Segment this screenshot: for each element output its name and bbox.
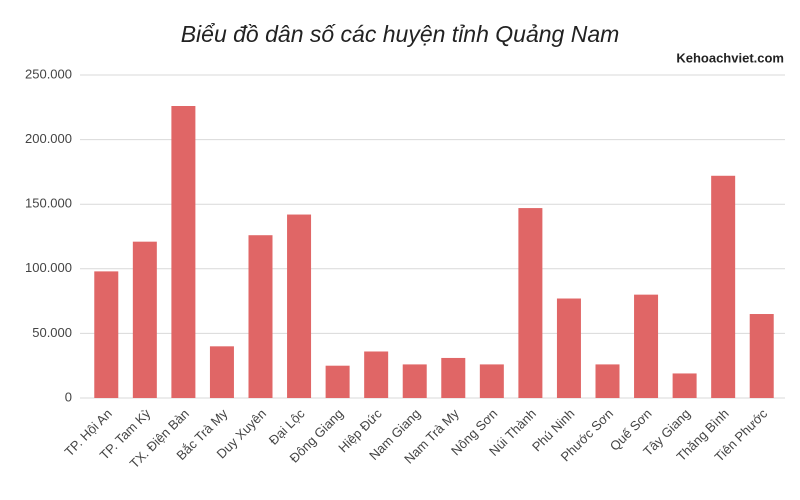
bar — [441, 357, 466, 398]
bar — [287, 214, 312, 398]
y-tick-label: 0 — [65, 389, 72, 404]
bar — [479, 364, 504, 398]
bar — [518, 208, 543, 398]
bar — [749, 314, 774, 398]
bar — [556, 298, 581, 398]
y-tick-label: 150.000 — [25, 196, 72, 211]
bar — [94, 271, 119, 398]
y-tick-label: 100.000 — [25, 260, 72, 275]
bar — [364, 351, 389, 398]
bar — [209, 346, 234, 398]
bar — [711, 175, 736, 398]
y-tick-label: 200.000 — [25, 131, 72, 146]
bar — [171, 106, 196, 399]
bar — [634, 294, 659, 398]
watermark: Kehoachviet.com — [676, 50, 784, 65]
chart-title: Biểu đồ dân số các huyện tỉnh Quảng Nam — [181, 21, 620, 47]
bar — [402, 364, 427, 398]
y-tick-label: 250.000 — [25, 66, 72, 81]
bar — [325, 365, 350, 398]
bar — [595, 364, 620, 398]
y-tick-label: 50.000 — [32, 325, 72, 340]
bar — [248, 235, 273, 398]
bar — [132, 241, 157, 398]
bar — [672, 373, 697, 398]
